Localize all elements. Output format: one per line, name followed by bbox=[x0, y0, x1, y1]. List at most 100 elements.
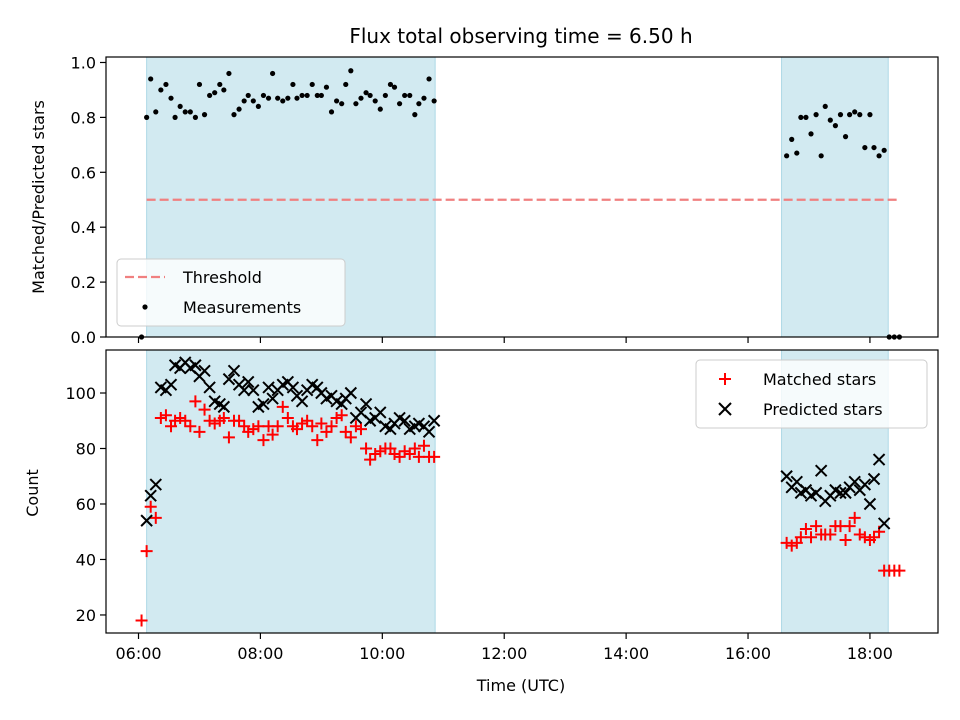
measurement-point bbox=[250, 98, 256, 104]
measurement-point bbox=[280, 98, 286, 104]
measurement-point bbox=[226, 70, 232, 77]
predicted-star-point bbox=[164, 378, 178, 391]
legend-threshold-label: Threshold bbox=[182, 268, 262, 287]
predicted-star-point bbox=[237, 384, 251, 397]
matched-star-point bbox=[393, 450, 406, 463]
matched-star-point bbox=[257, 434, 270, 447]
bottom-y-tick-label: 100 bbox=[65, 384, 96, 403]
matched-star-point bbox=[374, 445, 387, 458]
matched-star-point bbox=[198, 403, 211, 416]
matched-star-point bbox=[839, 534, 852, 547]
measurement-point bbox=[426, 76, 432, 82]
top-axes-frame bbox=[105, 56, 939, 338]
measurement-point bbox=[794, 150, 800, 156]
matched-star-point bbox=[169, 414, 182, 427]
predicted-star-point bbox=[149, 478, 162, 491]
legend-predicted-swatch bbox=[718, 402, 732, 416]
measurement-point bbox=[867, 112, 873, 118]
matched-star-point bbox=[335, 409, 348, 422]
measurement-point bbox=[309, 81, 315, 88]
measurement-point bbox=[837, 112, 844, 118]
predicted-star-point bbox=[839, 486, 852, 500]
measurement-point bbox=[144, 114, 150, 120]
matched-star-point bbox=[360, 442, 373, 455]
predicted-star-point bbox=[198, 364, 211, 378]
measurement-point bbox=[318, 92, 324, 99]
top-y-tick-label: 0.2 bbox=[71, 273, 96, 292]
measurement-point bbox=[431, 98, 437, 104]
x-axis-label: Time (UTC) bbox=[476, 676, 565, 695]
measurement-point bbox=[192, 114, 198, 120]
matched-star-point bbox=[271, 420, 284, 433]
measurement-point bbox=[328, 109, 335, 115]
measurement-point bbox=[827, 117, 833, 123]
legend-matched-swatch bbox=[719, 373, 731, 385]
measurement-point bbox=[407, 92, 413, 99]
measurement-point bbox=[842, 134, 849, 140]
matched-star-point bbox=[354, 423, 367, 436]
top-panel: 0.0 0.2 0.4 0.6 0.8 1.0 Matched/Predicted sta… bbox=[29, 53, 939, 347]
measurement-point bbox=[275, 95, 281, 101]
measurement-point bbox=[158, 87, 164, 93]
top-y-ticks: 0.0 0.2 0.4 0.6 0.8 1.0 bbox=[71, 53, 106, 347]
measurement-point bbox=[421, 95, 427, 101]
matched-star-point bbox=[810, 520, 823, 533]
measurement-point bbox=[153, 109, 159, 115]
measurement-point bbox=[323, 84, 330, 90]
matched-star-point bbox=[281, 411, 294, 424]
matched-star-point bbox=[266, 428, 279, 441]
measurement-point bbox=[391, 84, 398, 90]
measurement-point bbox=[358, 95, 364, 101]
matched-star-point bbox=[893, 564, 906, 577]
predicted-star-point bbox=[262, 381, 275, 394]
measurement-point bbox=[881, 147, 887, 153]
measurement-point bbox=[396, 101, 403, 107]
chart-title: Flux total observing time = 6.50 h bbox=[349, 24, 692, 48]
predicted-star-point bbox=[374, 406, 387, 419]
measurement-point bbox=[857, 112, 863, 118]
measurement-point bbox=[832, 123, 838, 129]
bottom-x-tick-label: 16:00 bbox=[725, 644, 771, 663]
predicted-star-point bbox=[344, 386, 358, 400]
matched-star-point bbox=[193, 425, 206, 438]
matched-star-point bbox=[159, 409, 172, 422]
predicted-star-point bbox=[295, 395, 309, 408]
measurement-point bbox=[334, 98, 340, 104]
measurement-point bbox=[212, 90, 218, 96]
measurement-point bbox=[862, 144, 868, 151]
bottom-axes-frame bbox=[105, 349, 939, 634]
measurement-point bbox=[847, 112, 853, 118]
measurement-point bbox=[412, 112, 418, 118]
predicted-star-point bbox=[427, 414, 441, 427]
measurement-point bbox=[818, 153, 824, 159]
shaded-interval-1 bbox=[146, 349, 436, 634]
measurement-point bbox=[172, 114, 178, 120]
matched-star-point bbox=[217, 411, 230, 424]
top-y-axis-label: Matched/Predicted stars bbox=[29, 100, 48, 294]
matched-star-point bbox=[296, 417, 309, 430]
predicted-star-point bbox=[189, 359, 202, 372]
matched-star-point bbox=[848, 511, 861, 524]
bottom-y-tick-label: 80 bbox=[76, 439, 96, 458]
matched-star-point bbox=[144, 500, 157, 513]
measurement-point bbox=[348, 68, 354, 74]
matched-star-point bbox=[203, 414, 216, 427]
predicted-star-point bbox=[203, 381, 216, 394]
matched-stars-points bbox=[135, 395, 906, 627]
predicted-star-point bbox=[814, 464, 828, 477]
measurement-point bbox=[304, 92, 310, 99]
bottom-x-tick-label: 08:00 bbox=[237, 644, 283, 663]
matched-star-point bbox=[868, 531, 880, 544]
matched-star-point bbox=[306, 420, 319, 433]
matched-star-point bbox=[330, 411, 343, 424]
measurement-point bbox=[808, 131, 814, 137]
top-y-tick-label: 0.4 bbox=[71, 218, 96, 237]
legend-measurements-label: Measurements bbox=[183, 298, 301, 317]
bottom-x-tick-label: 18:00 bbox=[847, 644, 893, 663]
measurement-point bbox=[168, 95, 174, 101]
matched-star-point bbox=[805, 531, 818, 544]
measurement-point bbox=[299, 92, 305, 99]
top-legend-frame bbox=[116, 258, 346, 327]
measurement-point bbox=[363, 90, 369, 96]
measurement-point bbox=[207, 92, 213, 99]
